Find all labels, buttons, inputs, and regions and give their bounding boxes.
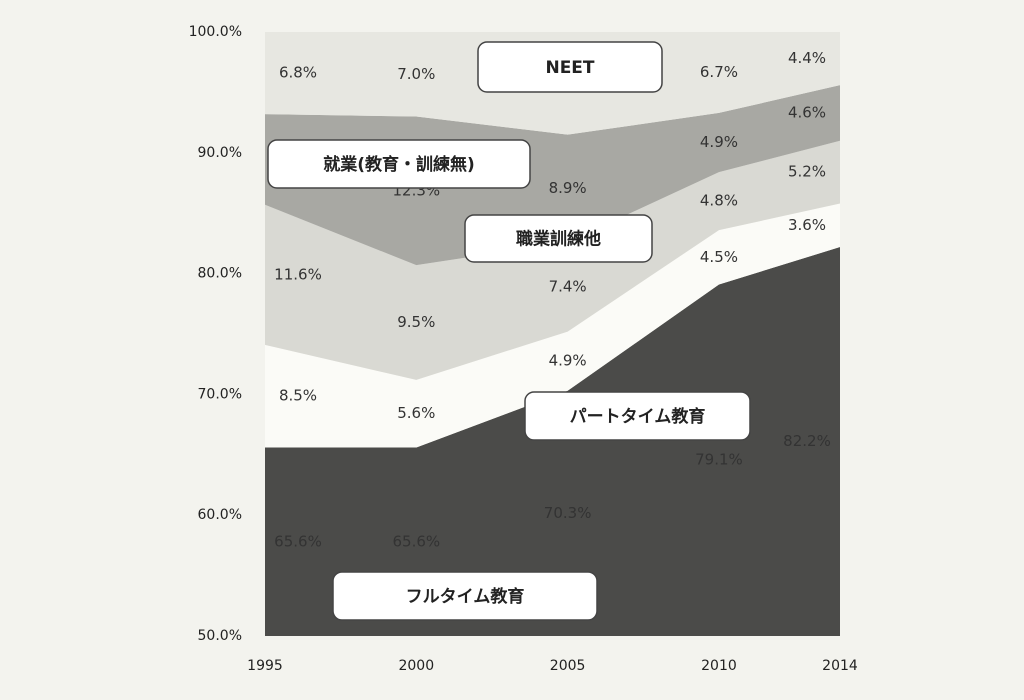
legend-box: [332, 571, 598, 621]
data-label: 5.2%: [788, 163, 826, 181]
legend-label: パートタイム教育: [570, 406, 706, 427]
data-label: 6.7%: [700, 63, 738, 81]
y-tick-label: 70.0%: [198, 386, 242, 402]
y-tick-label: 90.0%: [198, 145, 242, 161]
data-label: 5.6%: [397, 404, 435, 422]
area: [265, 247, 840, 637]
legend-label: 就業(教育・訓練無): [323, 154, 475, 175]
x-tick-label: 2000: [398, 658, 434, 674]
data-label: 65.6%: [274, 532, 322, 550]
data-label: 8.9%: [549, 179, 587, 197]
x-tick-label: 2005: [550, 658, 586, 674]
legend-box: [464, 214, 653, 263]
data-label: 70.3%: [544, 504, 592, 522]
data-label: 3.6%: [788, 216, 826, 234]
x-tick-label: 1995: [247, 658, 283, 674]
data-label: 4.4%: [788, 49, 826, 67]
y-tick-label: 50.0%: [198, 628, 242, 644]
data-label: 79.1%: [695, 451, 743, 469]
data-label: 4.8%: [700, 192, 738, 210]
data-label: 6.8%: [279, 64, 317, 82]
area: [265, 203, 840, 448]
legend-box: [267, 139, 531, 189]
data-label: 9.5%: [397, 313, 435, 331]
legend-box: [477, 41, 663, 93]
area: [265, 85, 840, 266]
y-tick-label: 80.0%: [198, 266, 242, 282]
data-label: 7.4%: [549, 277, 587, 295]
data-label: 4.9%: [549, 352, 587, 370]
data-label: 4.6%: [788, 103, 826, 121]
y-tick-label: 60.0%: [198, 507, 242, 523]
data-label: 65.6%: [392, 532, 440, 550]
data-label: 4.5%: [700, 248, 738, 266]
legend-label: 職業訓練他: [516, 229, 601, 250]
x-tick-label: 2014: [822, 658, 858, 674]
y-tick-label: 100.0%: [189, 24, 242, 40]
legend-label: NEET: [545, 58, 594, 78]
legend-label: フルタイム教育: [406, 586, 525, 607]
data-label: 8.5%: [279, 387, 317, 405]
data-label: 11.6%: [274, 265, 322, 283]
data-label: 4.9%: [700, 133, 738, 151]
data-label: 7.0%: [397, 65, 435, 83]
legend-box: [524, 391, 751, 441]
data-label: 82.2%: [783, 432, 831, 450]
x-tick-label: 2010: [701, 658, 737, 674]
